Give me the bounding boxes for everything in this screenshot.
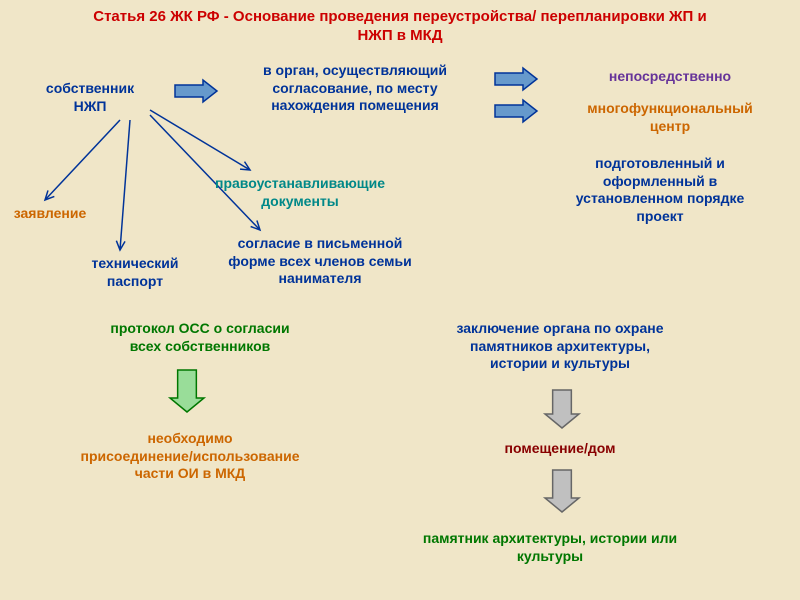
- text-title: Статья 26 ЖК РФ - Основание проведения п…: [80, 8, 720, 46]
- line-arrow: [150, 115, 260, 230]
- block-arrow: [495, 100, 537, 122]
- block-arrow: [545, 390, 579, 428]
- text-monument: памятник архитектуры, истории или культу…: [350, 530, 750, 565]
- diagram-canvas: Статья 26 ЖК РФ - Основание проведения п…: [0, 0, 800, 600]
- text-protocol: протокол ОСС о согласии всех собственник…: [60, 320, 340, 355]
- text-owner: собственник НЖП: [20, 80, 160, 115]
- text-consent: согласие в письменной форме всех членов …: [200, 235, 440, 288]
- text-zayav: заявление: [0, 205, 100, 223]
- text-techpass: технический паспорт: [60, 255, 210, 290]
- text-prepared: подготовленный и оформленный в установле…: [545, 155, 775, 225]
- text-conclusion: заключение органа по охране памятников а…: [400, 320, 720, 373]
- text-mfc: многофункциональный центр: [555, 100, 785, 135]
- text-needpart: необходимо присоединение/использование ч…: [40, 430, 340, 483]
- text-organ: в орган, осуществляющий согласование, по…: [230, 62, 480, 115]
- line-arrow: [45, 120, 120, 200]
- line-arrow: [116, 120, 130, 250]
- block-arrow: [545, 470, 579, 512]
- text-premise: помещение/дом: [460, 440, 660, 458]
- block-arrow: [170, 370, 204, 412]
- block-arrow: [495, 68, 537, 90]
- line-arrow: [150, 110, 250, 170]
- text-direct: непосредственно: [560, 68, 780, 86]
- text-docs: правоустанавливающие документы: [180, 175, 420, 210]
- block-arrow: [175, 80, 217, 102]
